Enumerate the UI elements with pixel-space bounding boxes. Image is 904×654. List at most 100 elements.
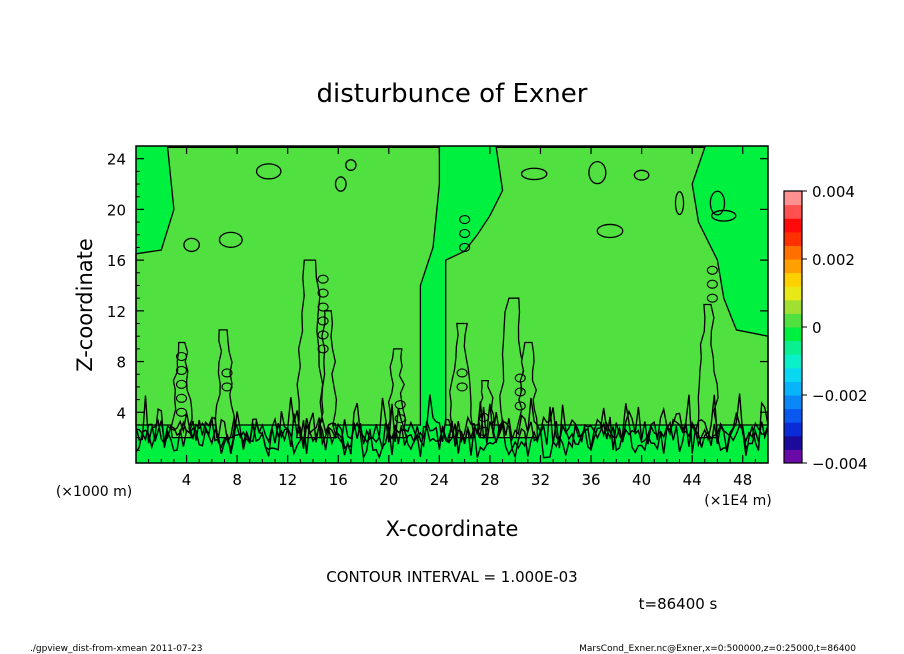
- x-tick-label: 44: [683, 471, 702, 489]
- x-tick-label: 36: [581, 471, 600, 489]
- contour-label-marker: [317, 288, 329, 298]
- contour-lines: [135, 159, 769, 460]
- turbulent-contour: [135, 393, 769, 445]
- y-tick-label: 16: [107, 252, 126, 270]
- contour-blob: [334, 176, 347, 192]
- contour-blob: [674, 191, 685, 216]
- colorbar-segment: [784, 191, 802, 206]
- y-axis: 4 8 12 16 20 24: [107, 151, 768, 451]
- x-axis-label: X-coordinate: [386, 517, 519, 541]
- x-tick-label: 32: [531, 471, 550, 489]
- contour-label-marker: [478, 426, 490, 436]
- contour-label-marker: [706, 265, 718, 275]
- contour-label-marker: [394, 414, 406, 424]
- y-axis-label: Z-coordinate: [73, 238, 97, 372]
- colorbar-segment: [784, 218, 802, 233]
- x-unit-right: (×1E4 m): [704, 493, 771, 509]
- column-contour: [447, 322, 476, 439]
- x-tick-label: 24: [430, 471, 449, 489]
- colorbar-segment: [784, 245, 802, 260]
- y-tick-label: 20: [107, 201, 126, 219]
- colorbar-segment: [784, 204, 802, 219]
- contour-blob: [255, 163, 282, 180]
- contour-label-marker: [514, 387, 526, 397]
- x-tick-label: 12: [278, 471, 297, 489]
- footer-left: ./gpview_dist-from-xmean 2011-07-23: [30, 644, 202, 654]
- contour-label-marker: [394, 400, 406, 410]
- x-tick-label: 28: [480, 471, 499, 489]
- x-tick-label: 20: [379, 471, 398, 489]
- contour-blob: [218, 231, 243, 248]
- contour-blob: [633, 169, 650, 181]
- contour-label-marker: [459, 242, 471, 252]
- plot-area: [135, 145, 769, 464]
- x-axis: 4 8 12 16 20 24 28 32 36 40 44 48: [148, 146, 756, 489]
- contour-label-marker: [478, 412, 490, 422]
- y-tick-label: 8: [116, 354, 126, 372]
- contour-interval-label: CONTOUR INTERVAL = 1.000E-03: [326, 568, 577, 586]
- x-tick-label: 48: [733, 471, 752, 489]
- contour-label-marker: [317, 316, 329, 326]
- x-tick-label: 40: [632, 471, 651, 489]
- contour-blob: [345, 159, 357, 171]
- contour-label-marker: [317, 344, 329, 354]
- contour-label-marker: [317, 330, 329, 340]
- contour-label-marker: [706, 293, 718, 303]
- contour-label-marker: [175, 351, 188, 362]
- contour-label-marker: [514, 401, 526, 411]
- colorbar-segment: [784, 408, 802, 423]
- colorbar-segment: [784, 435, 802, 450]
- colorbar-segment: [784, 449, 802, 464]
- contour-blob: [520, 167, 548, 181]
- x-tick-label: 16: [329, 471, 348, 489]
- colorbar-segment: [784, 286, 802, 301]
- colorbar-segment: [784, 367, 802, 382]
- contour-blob: [183, 237, 200, 253]
- x-tick-label: 8: [232, 471, 242, 489]
- column-contour: [214, 329, 236, 439]
- time-label: t=86400 s: [639, 595, 718, 613]
- y-tick-label: 24: [107, 151, 126, 169]
- colorbar-segment: [784, 231, 802, 246]
- colorbar-tick-label: −0.002: [812, 387, 868, 405]
- contour-label-marker: [514, 373, 526, 383]
- colorbar-tick-label: −0.004: [812, 455, 868, 473]
- column-contour: [318, 310, 338, 439]
- colorbar-segment: [784, 299, 802, 314]
- colorbar-segment: [784, 340, 802, 355]
- colorbar-segment: [784, 327, 802, 342]
- column-contour: [515, 341, 538, 439]
- contour-blob: [596, 223, 624, 239]
- contour-label-marker: [221, 382, 233, 392]
- contour-blob: [588, 160, 607, 185]
- colorbar-segment: [784, 272, 802, 287]
- contour-label-marker: [317, 274, 329, 284]
- contour-label-marker: [317, 302, 329, 312]
- contour-label-marker: [175, 365, 188, 375]
- contour-label-marker: [175, 393, 188, 403]
- contour-blob: [711, 209, 737, 222]
- colorbar-labels: 0.004 0.002 0 −0.002 −0.004: [802, 183, 868, 473]
- y-tick-label: 4: [116, 404, 126, 422]
- contour-label-marker: [175, 379, 188, 389]
- contour-label-marker: [221, 368, 233, 378]
- colorbar: [783, 190, 803, 464]
- chart-title: disturbunce of Exner: [317, 79, 588, 109]
- contour-label-marker: [456, 382, 468, 392]
- colorbar-segment: [784, 422, 802, 437]
- footer-right: MarsCond_Exner.nc@Exner,x=0:500000,z=0:2…: [579, 644, 856, 654]
- colorbar-segment: [784, 313, 802, 328]
- colorbar-tick-label: 0.004: [812, 183, 855, 201]
- colorbar-segment: [784, 259, 802, 274]
- colorbar-segment: [784, 381, 802, 396]
- x-tick-label: 4: [182, 471, 192, 489]
- colorbar-segment: [784, 395, 802, 410]
- contour-label-marker: [459, 228, 471, 239]
- contour-blob: [709, 190, 726, 216]
- positive-regions: [135, 146, 769, 426]
- x-unit-left: (×1000 m): [56, 484, 132, 500]
- contour-label-marker: [456, 368, 468, 378]
- colorbar-segment: [784, 354, 802, 369]
- contour-label-marker: [706, 279, 718, 289]
